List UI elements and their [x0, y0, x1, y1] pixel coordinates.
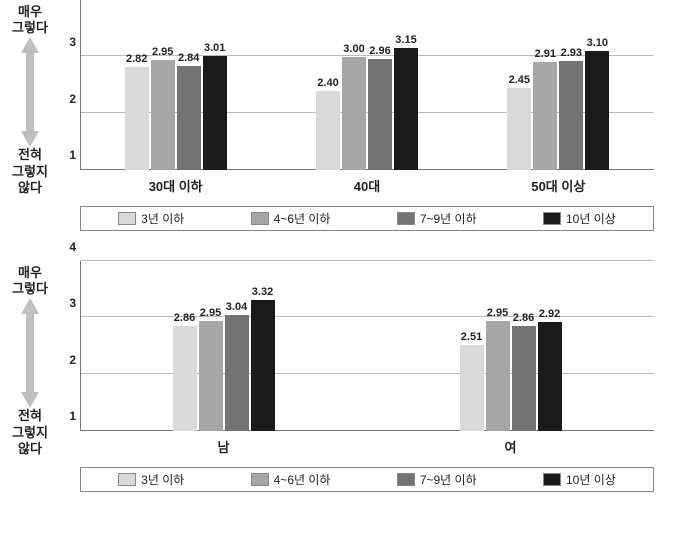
bar-value-label: 2.86 — [513, 312, 534, 324]
bar-value-label: 2.45 — [509, 74, 530, 86]
legend-item: 10년 이상 — [543, 210, 616, 227]
legend-swatch — [397, 473, 415, 486]
bar: 3.15 — [394, 48, 418, 170]
bar: 2.93 — [559, 61, 583, 170]
yaxis-semantic-labels: 매우그렇다전혀그렇지않다 — [0, 0, 60, 200]
bar-value-label: 2.86 — [174, 312, 195, 324]
bar: 2.86 — [512, 326, 536, 431]
xaxis-labels: 남여 — [80, 431, 654, 461]
bar-value-label: 2.91 — [535, 48, 556, 60]
plot-area: 12342.862.953.043.322.512.952.862.92남여 — [60, 261, 654, 461]
legend: 3년 이하 4~6년 이하 7~9년 이하 10년 이상 — [80, 206, 654, 231]
legend-item: 7~9년 이하 — [397, 210, 477, 227]
legend-item: 7~9년 이하 — [397, 471, 477, 488]
bar: 2.51 — [460, 345, 484, 431]
bar-value-label: 2.40 — [317, 77, 338, 89]
legend-item: 4~6년 이하 — [251, 210, 331, 227]
legend-label: 10년 이상 — [566, 210, 616, 227]
bar-value-label: 2.84 — [178, 52, 199, 64]
bar-group: 2.452.912.933.10 — [463, 0, 654, 170]
legend-label: 4~6년 이하 — [274, 210, 331, 227]
bar: 3.01 — [203, 56, 227, 170]
bar: 2.40 — [316, 91, 340, 170]
bar: 2.82 — [125, 67, 149, 170]
bar-value-label: 2.82 — [126, 53, 147, 65]
bar-value-label: 3.32 — [252, 286, 273, 298]
ytick-label: 4 — [69, 240, 81, 254]
legend-label: 10년 이상 — [566, 471, 616, 488]
bar: 2.45 — [507, 88, 531, 170]
bar-value-label: 2.95 — [200, 307, 221, 319]
bar: 3.10 — [585, 51, 609, 170]
bar-value-label: 3.01 — [204, 42, 225, 54]
bar: 2.95 — [486, 321, 510, 432]
bar: 3.32 — [251, 300, 275, 431]
bar-value-label: 2.93 — [561, 47, 582, 59]
bar-value-label: 2.95 — [487, 307, 508, 319]
bar-groups: 2.822.952.843.012.403.002.963.152.452.91… — [80, 0, 654, 170]
yaxis-arrow-icon — [21, 298, 39, 408]
yaxis-top-label: 매우그렇다 — [12, 4, 48, 37]
chart-container: 매우그렇다전혀그렇지않다12342.822.952.843.012.403.00… — [0, 0, 684, 492]
legend-swatch — [251, 212, 269, 225]
legend-item: 4~6년 이하 — [251, 471, 331, 488]
bar: 2.86 — [173, 326, 197, 431]
bar-value-label: 3.15 — [395, 34, 416, 46]
yaxis-semantic-labels: 매우그렇다전혀그렇지않다 — [0, 261, 60, 461]
legend-swatch — [397, 212, 415, 225]
chart-panel-by_gender: 매우그렇다전혀그렇지않다12342.862.953.043.322.512.95… — [0, 261, 684, 461]
legend-swatch — [543, 473, 561, 486]
legend-swatch — [251, 473, 269, 486]
bar: 2.91 — [533, 62, 557, 170]
yaxis-bottom-label: 전혀그렇지않다 — [12, 408, 48, 457]
bar: 3.04 — [225, 315, 249, 431]
bar-value-label: 2.96 — [369, 45, 390, 57]
legend-label: 4~6년 이하 — [274, 471, 331, 488]
bar-group: 2.862.953.043.32 — [80, 261, 367, 431]
legend-label: 3년 이하 — [141, 210, 184, 227]
bar-group: 2.822.952.843.01 — [80, 0, 271, 170]
bar-group: 2.512.952.862.92 — [367, 261, 654, 431]
bar-value-label: 3.10 — [587, 37, 608, 49]
plot-area: 12342.822.952.843.012.403.002.963.152.45… — [60, 0, 654, 200]
bar: 2.84 — [177, 66, 201, 170]
chart-panel-by_age: 매우그렇다전혀그렇지않다12342.822.952.843.012.403.00… — [0, 0, 684, 200]
legend-label: 3년 이하 — [141, 471, 184, 488]
yaxis-top-label: 매우그렇다 — [12, 265, 48, 298]
bar-value-label: 3.04 — [226, 301, 247, 313]
legend-item: 10년 이상 — [543, 471, 616, 488]
bar-value-label: 2.92 — [539, 308, 560, 320]
xaxis-labels: 30대 이하40대50대 이상 — [80, 170, 654, 200]
legend-item: 3년 이하 — [118, 210, 184, 227]
legend-swatch — [118, 212, 136, 225]
xaxis-label: 50대 이상 — [463, 170, 654, 200]
bar-value-label: 2.95 — [152, 46, 173, 58]
xaxis-label: 여 — [367, 431, 654, 461]
xaxis-label: 남 — [80, 431, 367, 461]
legend-item: 3년 이하 — [118, 471, 184, 488]
bar-value-label: 2.51 — [461, 331, 482, 343]
xaxis-label: 30대 이하 — [80, 170, 271, 200]
legend-swatch — [543, 212, 561, 225]
legend-label: 7~9년 이하 — [420, 471, 477, 488]
yaxis-arrow-icon — [21, 37, 39, 147]
legend-swatch — [118, 473, 136, 486]
yaxis-bottom-label: 전혀그렇지않다 — [12, 147, 48, 196]
bar-group: 2.403.002.963.15 — [271, 0, 462, 170]
bar: 2.95 — [199, 321, 223, 432]
bar-value-label: 3.00 — [343, 43, 364, 55]
bar: 2.92 — [538, 322, 562, 431]
legend-label: 7~9년 이하 — [420, 210, 477, 227]
bar: 2.95 — [151, 60, 175, 171]
bar-groups: 2.862.953.043.322.512.952.862.92 — [80, 261, 654, 431]
legend: 3년 이하 4~6년 이하 7~9년 이하 10년 이상 — [80, 467, 654, 492]
xaxis-label: 40대 — [271, 170, 462, 200]
bar: 3.00 — [342, 57, 366, 170]
bar: 2.96 — [368, 59, 392, 170]
